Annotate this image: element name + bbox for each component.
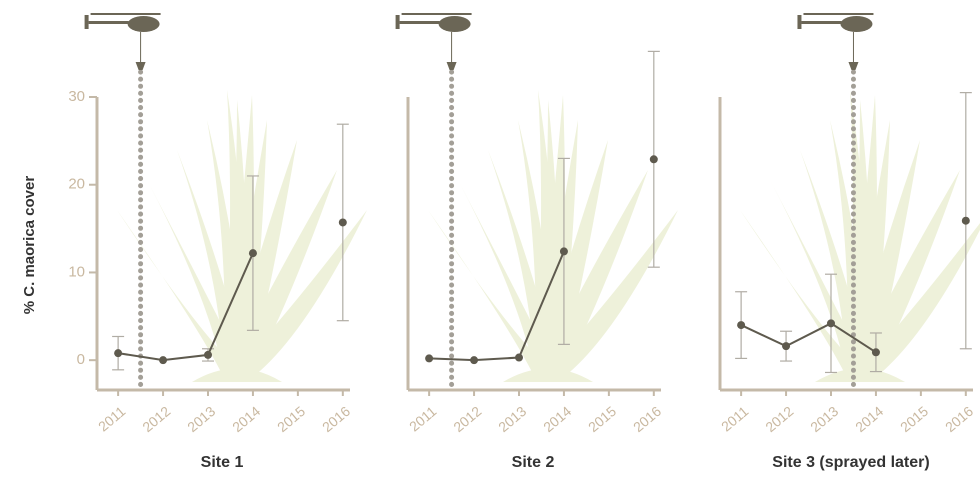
- y-tick-label: 10: [68, 263, 85, 280]
- x-tick-label: 2015: [274, 403, 308, 435]
- plant-blade: [848, 170, 960, 380]
- tail-fin: [395, 15, 400, 29]
- helicopter: [797, 13, 874, 70]
- y-tick-label: 0: [77, 351, 85, 368]
- data-point: [737, 321, 746, 330]
- y-tick-label: 20: [68, 176, 85, 193]
- panel-title: Site 3 (sprayed later): [772, 454, 929, 471]
- data-point: [514, 353, 523, 362]
- data-point: [425, 354, 434, 363]
- x-tick-label: 2014: [540, 403, 574, 435]
- data-point: [248, 249, 257, 258]
- data-point: [470, 356, 479, 365]
- y-tick-label: 30: [68, 88, 85, 105]
- x-tick-label: 2011: [406, 403, 440, 435]
- plant-base: [503, 368, 593, 382]
- plant-blade: [225, 95, 254, 380]
- plant-silhouette: [117, 90, 367, 382]
- heli-body: [438, 16, 471, 32]
- x-tick-label: 2015: [585, 403, 619, 435]
- data-point: [961, 216, 970, 225]
- data-point: [338, 218, 347, 227]
- data-point: [871, 348, 880, 357]
- x-tick-label: 2011: [718, 403, 752, 435]
- plant-silhouette: [428, 90, 678, 382]
- bucket: [848, 62, 859, 70]
- tail: [801, 21, 842, 24]
- data-point: [782, 342, 791, 351]
- panel-title: Site 1: [201, 454, 244, 471]
- x-tick-label: 2016: [319, 403, 353, 435]
- tail-fin: [797, 15, 802, 29]
- data-point: [826, 319, 835, 328]
- x-tick-label: 2013: [184, 403, 218, 435]
- plant-base: [192, 368, 282, 382]
- plant-silhouette: [740, 90, 980, 382]
- plant-blade: [536, 95, 565, 380]
- plant-base: [815, 368, 905, 382]
- x-tick-label: 2012: [762, 403, 796, 435]
- x-tick-label: 2012: [450, 403, 484, 435]
- x-tick-label: 2013: [495, 403, 529, 435]
- helicopter: [84, 13, 161, 70]
- bucket: [135, 62, 146, 70]
- y-axis-label: % C. maorica cover: [21, 176, 38, 315]
- x-tick-label: 2014: [229, 403, 263, 435]
- data-point: [203, 350, 212, 359]
- x-tick-label: 2011: [95, 403, 129, 435]
- plant-blade: [848, 95, 877, 380]
- tail: [88, 21, 129, 24]
- x-tick-label: 2015: [897, 403, 931, 435]
- helicopter: [395, 13, 472, 70]
- data-point: [649, 155, 658, 164]
- x-tick-label: 2014: [852, 403, 886, 435]
- heli-body: [127, 16, 160, 32]
- tail-fin: [84, 15, 89, 29]
- tail: [399, 21, 440, 24]
- panel-title: Site 2: [512, 454, 555, 471]
- data-point: [114, 349, 123, 358]
- x-tick-label: 2016: [630, 403, 664, 435]
- x-tick-label: 2012: [139, 403, 173, 435]
- data-point: [559, 247, 568, 256]
- heli-body: [840, 16, 873, 32]
- bucket: [446, 62, 457, 70]
- x-tick-label: 2016: [942, 403, 976, 435]
- data-point: [159, 356, 168, 365]
- x-tick-label: 2013: [807, 403, 841, 435]
